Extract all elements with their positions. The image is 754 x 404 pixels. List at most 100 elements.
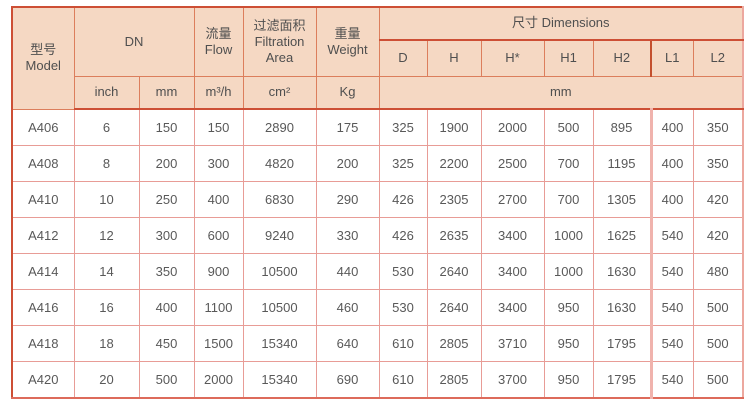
unit-flow: m³/h — [193, 76, 244, 110]
table-row: A412 12 300 600 9240 330 426 2635 3400 1000 1625 54… — [11, 217, 744, 254]
filtration-label-en2: Area — [265, 50, 294, 66]
header-row-units: inch mm m³/h cm² Kg mm — [12, 76, 744, 110]
value-cell: 2805 — [426, 325, 482, 362]
col-header-h: H — [426, 39, 482, 77]
value-cell: 500 — [692, 289, 744, 326]
value-cell: 400 — [649, 145, 694, 182]
value-cell: 950 — [543, 289, 594, 326]
filtration-label-zh: 过滤面积 — [253, 17, 306, 33]
value-cell: 2200 — [426, 145, 482, 182]
weight-label-zh: 重量 — [334, 25, 361, 41]
value-cell: 325 — [378, 108, 428, 146]
value-cell: 1625 — [592, 217, 652, 254]
value-cell: 1630 — [592, 253, 652, 290]
col-header-h2: H2 — [592, 39, 652, 77]
flow-label-zh: 流量 — [205, 25, 232, 41]
unit-area: cm² — [242, 76, 317, 110]
value-cell: 1795 — [592, 325, 652, 362]
value-cell: 500 — [692, 361, 744, 399]
value-cell: 480 — [692, 253, 744, 290]
value-cell: 600 — [193, 217, 244, 254]
value-cell: 6830 — [242, 181, 317, 218]
model-cell: A412 — [11, 217, 75, 254]
value-cell: 10500 — [242, 253, 317, 290]
value-cell: 9240 — [242, 217, 317, 254]
value-cell: 150 — [193, 108, 244, 146]
value-cell: 8 — [73, 145, 140, 182]
filtration-label-en1: Filtration — [254, 33, 305, 49]
col-header-d: D — [378, 39, 428, 77]
col-header-hstar: H* — [480, 39, 545, 77]
col-header-model: 型号 Model — [11, 6, 75, 110]
value-cell: 500 — [543, 108, 594, 146]
value-cell: 540 — [649, 325, 694, 362]
value-cell: 1195 — [592, 145, 652, 182]
value-cell: 1795 — [592, 361, 652, 399]
value-cell: 700 — [543, 181, 594, 218]
col-header-flow: 流量 Flow — [193, 6, 244, 77]
value-cell: 200 — [315, 145, 380, 182]
value-cell: 1900 — [426, 108, 482, 146]
value-cell: 1100 — [193, 289, 244, 326]
model-cell: A410 — [11, 181, 75, 218]
table-row: A416 16 400 1100 10500 460 530 2640 3400 950 1630 5… — [11, 289, 744, 326]
unit-inch: inch — [73, 76, 140, 110]
table-row: A408 8 200 300 4820 200 325 2200 2500 700 1195 400 3… — [11, 145, 744, 182]
table-body: A406 6 150 150 2890 175 325 1900 2000 500 895 400 35… — [11, 108, 744, 399]
value-cell: 300 — [193, 145, 244, 182]
model-cell: A416 — [11, 289, 75, 326]
value-cell: 3710 — [480, 325, 545, 362]
value-cell: 895 — [592, 108, 652, 146]
value-cell: 700 — [543, 145, 594, 182]
col-header-h1: H1 — [543, 39, 594, 77]
value-cell: 530 — [378, 253, 428, 290]
value-cell: 15340 — [242, 325, 317, 362]
table-row: A420 20 500 2000 15340 690 610 2805 3700 950 1795 5… — [11, 361, 744, 399]
table-row: A414 14 350 900 10500 440 530 2640 3400 1000 1630 5… — [11, 253, 744, 290]
value-cell: 350 — [138, 253, 195, 290]
value-cell: 610 — [378, 325, 428, 362]
value-cell: 175 — [315, 108, 380, 146]
value-cell: 2000 — [480, 108, 545, 146]
value-cell: 500 — [138, 361, 195, 399]
value-cell: 1000 — [543, 217, 594, 254]
unit-weight: Kg — [315, 76, 380, 110]
value-cell: 690 — [315, 361, 380, 399]
value-cell: 10 — [73, 181, 140, 218]
value-cell: 500 — [692, 325, 744, 362]
value-cell: 400 — [138, 289, 195, 326]
col-header-weight: 重量 Weight — [315, 6, 380, 77]
col-header-l2: L2 — [692, 39, 744, 77]
model-label-zh: 型号 — [30, 42, 57, 57]
table-row: A406 6 150 150 2890 175 325 1900 2000 500 895 400 35… — [11, 108, 744, 146]
col-header-dn: DN — [73, 6, 195, 77]
value-cell: 3400 — [480, 289, 545, 326]
value-cell: 2640 — [426, 289, 482, 326]
value-cell: 350 — [692, 145, 744, 182]
value-cell: 450 — [138, 325, 195, 362]
header-row-dimension-columns: D H H* H1 H2 L1 L2 — [12, 39, 744, 77]
value-cell: 10500 — [242, 289, 317, 326]
value-cell: 530 — [378, 289, 428, 326]
model-label-en: Model — [25, 58, 61, 74]
table-row: A418 18 450 1500 15340 640 610 2805 3710 950 1795 5… — [11, 325, 744, 362]
value-cell: 400 — [193, 181, 244, 218]
value-cell: 400 — [649, 181, 694, 218]
model-cell: A406 — [11, 108, 75, 146]
value-cell: 15340 — [242, 361, 317, 399]
unit-mm: mm — [138, 76, 195, 110]
value-cell: 12 — [73, 217, 140, 254]
header-row-1: 型号 Model DN 流量 Flow 过滤面积 Filtration Area… — [11, 6, 744, 110]
model-cell: A420 — [11, 361, 75, 399]
value-cell: 300 — [138, 217, 195, 254]
value-cell: 950 — [543, 325, 594, 362]
value-cell: 2640 — [426, 253, 482, 290]
value-cell: 350 — [692, 108, 744, 146]
value-cell: 1000 — [543, 253, 594, 290]
value-cell: 900 — [193, 253, 244, 290]
value-cell: 540 — [649, 253, 694, 290]
value-cell: 1305 — [592, 181, 652, 218]
value-cell: 3400 — [480, 253, 545, 290]
table-header: 型号 Model DN 流量 Flow 过滤面积 Filtration Area… — [11, 6, 744, 110]
